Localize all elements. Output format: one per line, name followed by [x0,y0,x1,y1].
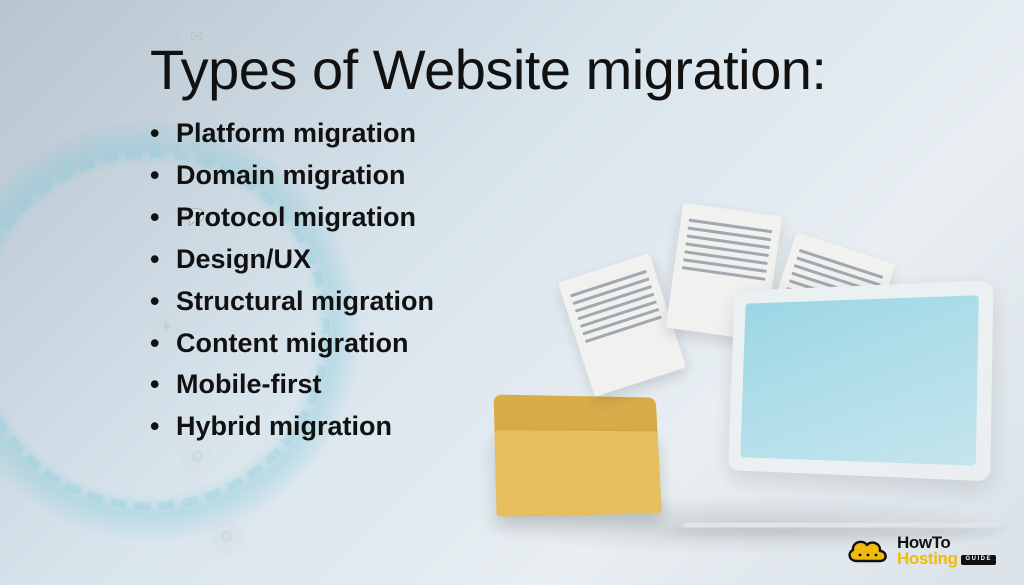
migration-type-list: Platform migration Domain migration Prot… [150,113,884,448]
page-title: Types of Website migration: [150,40,884,99]
list-item: Protocol migration [150,197,884,239]
logo-text-hosting: Hosting [897,551,957,567]
list-item: Content migration [150,323,884,365]
list-item: Structural migration [150,281,884,323]
list-item: Mobile-first [150,364,884,406]
text-content: Types of Website migration: Platform mig… [150,40,884,448]
list-item: Hybrid migration [150,406,884,448]
list-item: Design/UX [150,239,884,281]
cloud-icon [845,535,891,567]
logo-badge-guide: GUIDE [961,555,996,565]
list-item: Platform migration [150,113,884,155]
list-item: Domain migration [150,155,884,197]
brand-logo: HowTo Hosting GUIDE [845,535,996,567]
